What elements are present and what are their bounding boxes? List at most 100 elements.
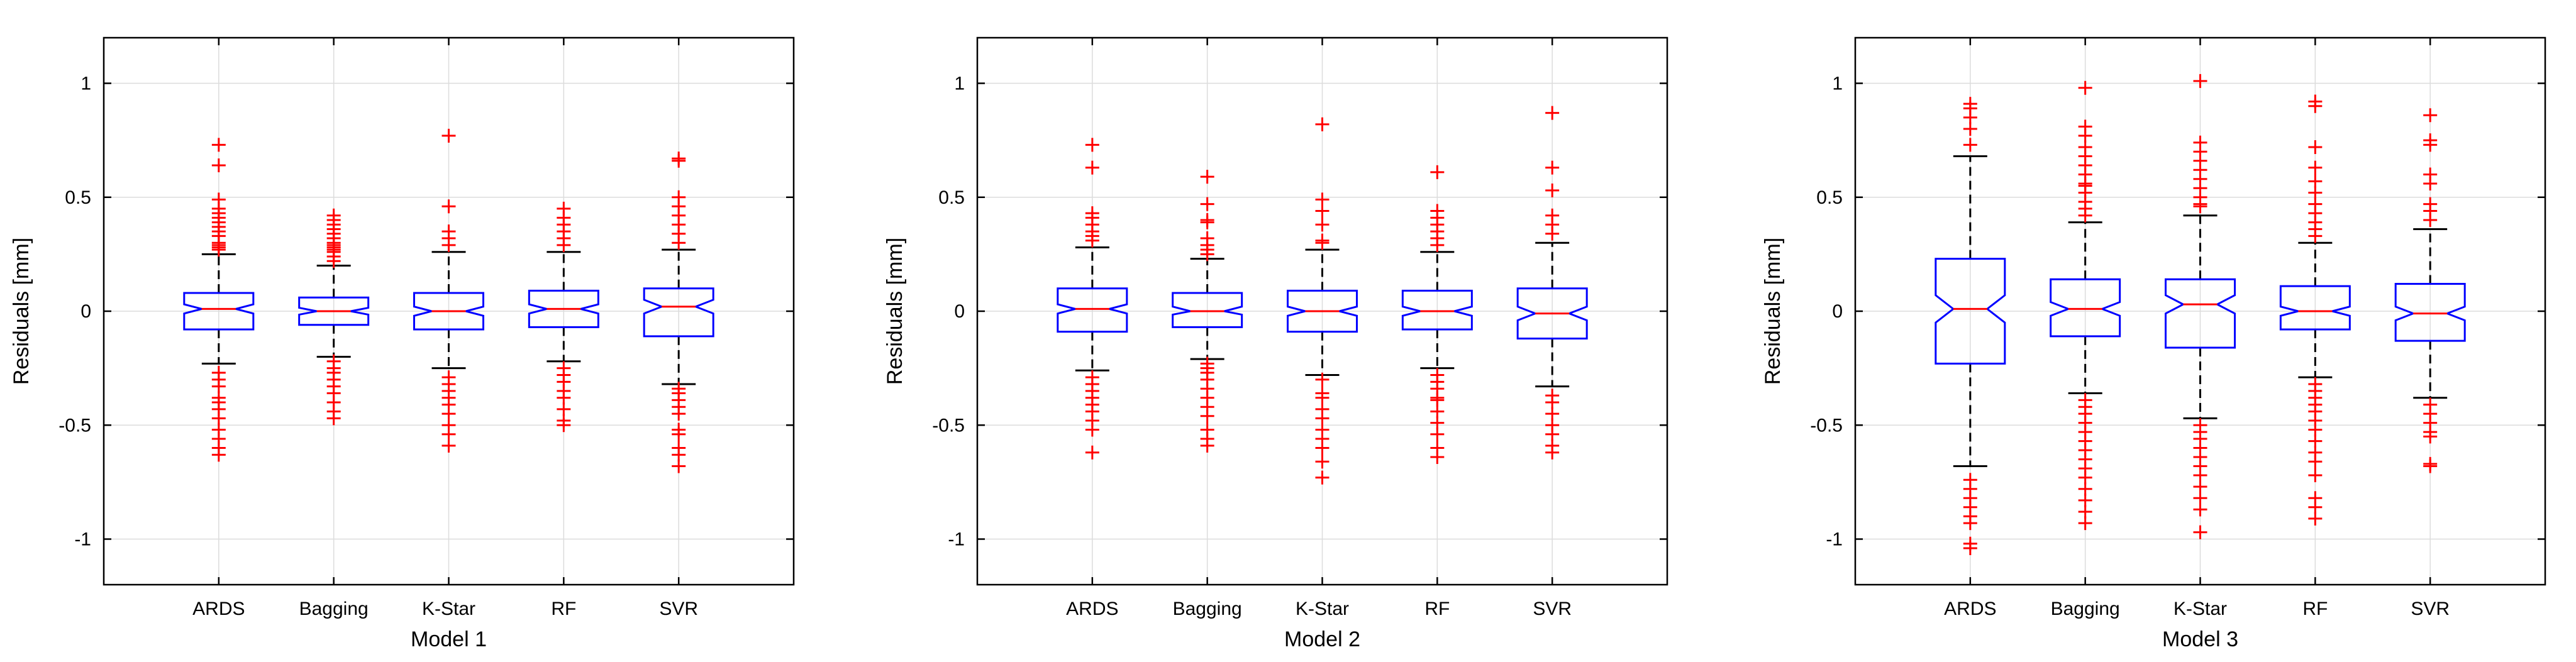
y-tick-label: -0.5 [932, 415, 965, 436]
outlier-marker [1085, 160, 1099, 175]
outlier-marker [1963, 541, 1977, 555]
outlier-marker [1200, 197, 1214, 211]
y-tick-label: 0.5 [1816, 187, 1843, 208]
outlier-marker [326, 208, 341, 223]
x-tick-label: K-Star [422, 599, 475, 619]
outlier-marker [1200, 213, 1214, 227]
outlier-marker [2423, 197, 2438, 211]
x-axis-label: Model 2 [1284, 627, 1360, 651]
box-k-star [2165, 74, 2236, 539]
box-k-star [413, 128, 484, 453]
outlier-marker [1430, 427, 1445, 441]
outlier-marker [2308, 455, 2323, 469]
outlier-marker [1315, 233, 1330, 248]
x-tick-label: Bagging [299, 599, 369, 619]
outlier-marker [2423, 108, 2438, 123]
x-tick-label: RF [551, 599, 576, 619]
outlier-marker [1315, 470, 1330, 485]
y-tick-label: -1 [74, 529, 91, 550]
box-body [1516, 287, 1588, 339]
outlier-marker [1200, 438, 1214, 453]
outlier-marker [2423, 459, 2438, 473]
box-body [183, 292, 255, 331]
x-tick-label: RF [1424, 599, 1450, 619]
box-body [643, 287, 714, 338]
box-body [298, 296, 370, 326]
x-tick-label: RF [2302, 599, 2328, 619]
outlier-marker [2308, 94, 2323, 109]
outlier-marker [441, 199, 456, 214]
outlier-marker [2193, 525, 2207, 539]
x-tick-label: Bagging [1173, 599, 1242, 619]
outlier-marker [1430, 165, 1445, 179]
x-tick-label: K-Star [2174, 599, 2227, 619]
x-tick-label: SVR [1533, 599, 1572, 619]
box-body [528, 289, 599, 328]
y-tick-label: 1 [1832, 74, 1843, 94]
x-tick-label: ARDS [1066, 599, 1118, 619]
box-svr [1516, 106, 1588, 460]
subplot-model-1: -1 -0.5 0 0.5 1 ARDS Bagging K-Star RF SVR Model 1… [9, 36, 795, 651]
y-tick-label: 0 [80, 301, 91, 322]
outlier-marker [1430, 204, 1445, 218]
outlier-marker [2308, 160, 2323, 175]
outlier-marker [1085, 206, 1099, 221]
box-body [1401, 289, 1473, 331]
outlier-marker [1963, 138, 1977, 152]
outlier-marker [672, 190, 686, 204]
outlier-marker [2423, 429, 2438, 444]
box-body [2394, 283, 2466, 342]
outlier-marker [1200, 170, 1214, 184]
outlier-marker [1085, 422, 1099, 437]
outlier-marker [2193, 74, 2207, 88]
outlier-marker [211, 138, 226, 152]
outlier-marker [2308, 468, 2323, 482]
box-ards [1057, 138, 1128, 460]
y-tick-label: 0 [1832, 301, 1843, 322]
subplot-model-3: -1 -0.5 0 0.5 1 ARDS Bagging K-Star RF SVR Model 3… [1761, 36, 2546, 651]
outlier-marker [1545, 160, 1560, 175]
outlier-marker [1200, 409, 1214, 423]
y-tick-label: 0.5 [938, 187, 965, 208]
outlier-marker [1200, 231, 1214, 245]
box-bagging [1172, 170, 1243, 453]
x-tick-label: SVR [659, 599, 698, 619]
outlier-marker [672, 152, 686, 166]
y-tick-label: 1 [80, 74, 91, 94]
box-rf [2279, 94, 2351, 526]
x-tick-label: K-Star [1296, 599, 1349, 619]
outlier-marker [2078, 516, 2092, 531]
outlier-marker [441, 128, 456, 143]
outlier-marker [441, 438, 456, 453]
outlier-marker [672, 459, 686, 473]
x-tick-label: ARDS [192, 599, 245, 619]
box-svr [643, 152, 714, 473]
box-bagging [2050, 80, 2121, 531]
box-rf [528, 201, 599, 433]
outlier-marker [441, 224, 456, 239]
outlier-marker [1545, 208, 1560, 223]
outlier-marker [211, 448, 226, 462]
box-body [1057, 287, 1128, 333]
outlier-marker [1545, 183, 1560, 197]
x-axis-label: Model 3 [2162, 627, 2238, 651]
outlier-marker [2423, 167, 2438, 182]
outlier-marker [1430, 450, 1445, 464]
box-body [2165, 278, 2236, 349]
outlier-marker [2308, 174, 2323, 189]
box-body [2279, 285, 2351, 331]
outlier-marker [211, 158, 226, 172]
outlier-marker [1315, 455, 1330, 469]
x-tick-label: SVR [2411, 599, 2450, 619]
outlier-marker [1085, 445, 1099, 460]
x-tick-label: Bagging [2051, 599, 2120, 619]
y-tick-label: 1 [954, 74, 965, 94]
box-k-star [1287, 117, 1358, 485]
outlier-marker [672, 407, 686, 421]
outlier-marker [672, 427, 686, 441]
outlier-marker [2308, 140, 2323, 154]
y-axis-label: Residuals [mm] [1761, 238, 1785, 385]
outlier-marker [2078, 119, 2092, 134]
outlier-marker [557, 201, 571, 216]
